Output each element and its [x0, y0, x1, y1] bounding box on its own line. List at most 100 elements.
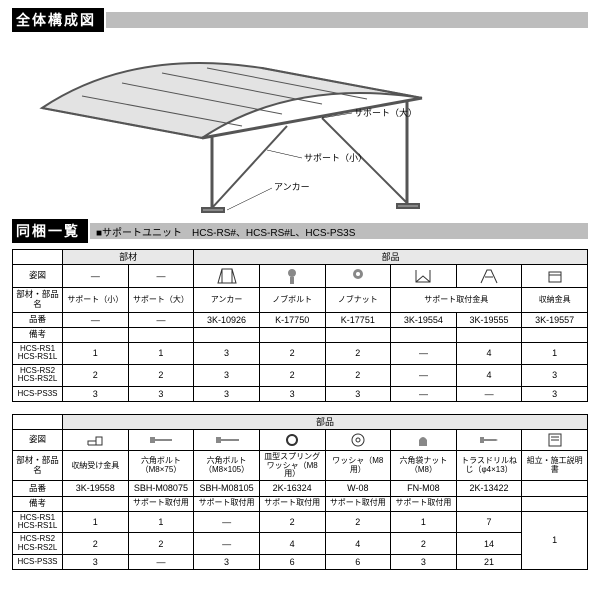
qty-cell: 3: [194, 555, 260, 570]
sugata-label2: 姿図: [13, 430, 63, 451]
qty-cell: 2: [128, 533, 194, 555]
qty-cell: 1: [522, 342, 588, 364]
qty-cell: 3: [522, 364, 588, 386]
t1-note: [63, 328, 129, 343]
included-header: 同梱一覧 ■サポートユニット HCS-RS#、HCS-RS#L、HCS-PS3S: [12, 219, 588, 243]
included-title: 同梱一覧: [12, 219, 88, 243]
t2-name: 組立・施工説明書: [522, 451, 588, 481]
code-label2: 品番: [13, 481, 63, 496]
label-support-small: サポート（小）: [304, 153, 367, 163]
qty-cell: 2: [63, 364, 129, 386]
qty-cell: 3: [522, 386, 588, 401]
t1-name: サポート（大）: [128, 288, 194, 313]
t2-name: 六角ボルト（M8×75）: [128, 451, 194, 481]
t2-note: サポート取付用: [391, 496, 457, 511]
manual-icon: [522, 430, 588, 451]
capnut-icon: [391, 430, 457, 451]
qty-cell: 1: [128, 511, 194, 533]
anchor-icon: [194, 265, 260, 288]
t2-name: トラスドリルねじ（φ4×13）: [456, 451, 522, 481]
model-row-label: HCS-RS1HCS-RS1L: [13, 342, 63, 364]
qty-cell: 3: [259, 386, 325, 401]
part-group: 部品: [194, 250, 588, 265]
qty-cell: —: [194, 533, 260, 555]
t1-name: ノブナット: [325, 288, 391, 313]
model-row-label: HCS-PS3S: [13, 555, 63, 570]
t1-name: アンカー: [194, 288, 260, 313]
t2-code: FN-M08: [391, 481, 457, 496]
model-row-label: HCS-RS2HCS-RS2L: [13, 533, 63, 555]
icon-dash: —: [128, 265, 194, 288]
qty-cell: 3: [325, 386, 391, 401]
table1: 部材 部品 姿図 — — 部材・部品名 サポート（小） サポート（大） アンカー…: [12, 249, 588, 402]
header-bar: [106, 12, 588, 28]
qty-cell: —: [391, 386, 457, 401]
t2-code: W-08: [325, 481, 391, 496]
qty-cell: 1: [63, 342, 129, 364]
qty-cell: —: [391, 342, 457, 364]
qty-cell: 3: [63, 555, 129, 570]
note-label: 備考: [13, 328, 63, 343]
assembly-diagram: サポート（大） サポート（小） アンカー: [12, 38, 588, 213]
t2-note: [522, 496, 588, 511]
t1-code: 3K-19554: [391, 312, 457, 327]
part-group2: 部品: [63, 414, 588, 429]
overall-header: 全体構成図: [12, 8, 588, 32]
t2-name: 皿型スプリングワッシャ（M8用）: [259, 451, 325, 481]
icon-dash: —: [63, 265, 129, 288]
t1-code: 3K-19557: [522, 312, 588, 327]
t1-code: —: [63, 312, 129, 327]
hexbolt-icon: [128, 430, 194, 451]
t2-code: 2K-13422: [456, 481, 522, 496]
qty-cell: 3: [194, 386, 260, 401]
qty-cell: 1: [391, 511, 457, 533]
t2-name: 六角ボルト（M8×105）: [194, 451, 260, 481]
member-group: 部材: [63, 250, 194, 265]
blank: [13, 250, 63, 265]
qty-cell: 1: [128, 342, 194, 364]
t1-name: 収納金具: [522, 288, 588, 313]
qty-cell: 6: [259, 555, 325, 570]
knob-bolt-icon: [259, 265, 325, 288]
t2-code: [522, 481, 588, 496]
t2-note: [456, 496, 522, 511]
table2: 部品 姿図 部材・部品名 収納受け金具 六角ボルト（M8×75） 六角ボルト（M…: [12, 414, 588, 571]
t2-name: 収納受け金具: [63, 451, 129, 481]
unit-subtitle: ■サポートユニット HCS-RS#、HCS-RS#L、HCS-PS3S: [96, 224, 355, 239]
washer-icon: [325, 430, 391, 451]
t2-code: 2K-16324: [259, 481, 325, 496]
label-support-large: サポート（大）: [354, 107, 417, 118]
t1-code: 3K-10926: [194, 312, 260, 327]
qty-cell: 2: [259, 511, 325, 533]
bracket-icon: [391, 265, 457, 288]
qty-cell: 21: [456, 555, 522, 570]
t2-name: ワッシャ（M8用）: [325, 451, 391, 481]
qty-cell: 3: [391, 555, 457, 570]
storage-icon: [522, 265, 588, 288]
t2-note: サポート取付用: [259, 496, 325, 511]
receiver-icon: [63, 430, 129, 451]
qty-cell: 3: [194, 364, 260, 386]
t2-note: [63, 496, 129, 511]
t2-note: サポート取付用: [325, 496, 391, 511]
t1-code: —: [128, 312, 194, 327]
qty-cell: —: [128, 555, 194, 570]
t2-code: SBH-M08105: [194, 481, 260, 496]
springwasher-icon: [259, 430, 325, 451]
qty-cell: —: [391, 364, 457, 386]
code-label: 品番: [13, 312, 63, 327]
qty-cell: —: [194, 511, 260, 533]
qty-cell: 3: [194, 342, 260, 364]
qty-cell: 4: [325, 533, 391, 555]
qty-cell: 6: [325, 555, 391, 570]
model-row-label: HCS-PS3S: [13, 386, 63, 401]
qty-cell: 2: [325, 364, 391, 386]
qty-cell: 2: [259, 364, 325, 386]
qty-cell: 1: [63, 511, 129, 533]
name-label: 部材・部品名: [13, 288, 63, 313]
name-label2: 部材・部品名: [13, 451, 63, 481]
header-bar2: ■サポートユニット HCS-RS#、HCS-RS#L、HCS-PS3S: [90, 223, 588, 239]
qty-cell: 2: [391, 533, 457, 555]
t1-name: サポート（小）: [63, 288, 129, 313]
t1-code: K-17750: [259, 312, 325, 327]
